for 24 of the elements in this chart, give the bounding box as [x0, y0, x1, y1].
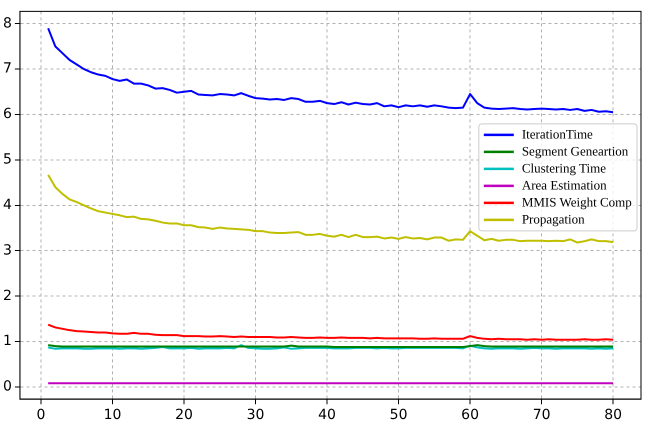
y-tick-label: 1: [2, 333, 12, 350]
legend-label: Clustering Time: [522, 160, 606, 176]
y-tick-label: 4: [2, 196, 12, 213]
x-tick-label: 50: [390, 407, 408, 424]
legend-label: Segment Geneartion: [522, 143, 629, 158]
y-tick-label: 7: [2, 60, 12, 77]
x-tick-label: 80: [604, 407, 622, 424]
x-tick-label: 70: [532, 407, 551, 424]
x-tick-label: 60: [461, 407, 479, 424]
legend-label: IterationTime: [522, 126, 594, 142]
y-tick-label: 3: [2, 242, 12, 258]
y-tick-label: 6: [2, 106, 12, 122]
x-tick-label: 40: [318, 407, 336, 424]
y-tick-label: 5: [2, 152, 12, 168]
legend-label: Area Estimation: [522, 177, 608, 192]
legend-label: Propagation: [522, 211, 586, 226]
x-tick-label: 20: [175, 407, 193, 424]
y-tick-label: 8: [2, 15, 12, 32]
x-tick-label: 0: [36, 407, 46, 424]
y-tick-label: 2: [2, 288, 12, 304]
x-tick-label: 30: [246, 407, 264, 424]
y-tick-label: 0: [2, 378, 12, 395]
legend-label: MMIS Weight Comp: [522, 194, 632, 210]
x-tick-label: 10: [104, 407, 122, 424]
